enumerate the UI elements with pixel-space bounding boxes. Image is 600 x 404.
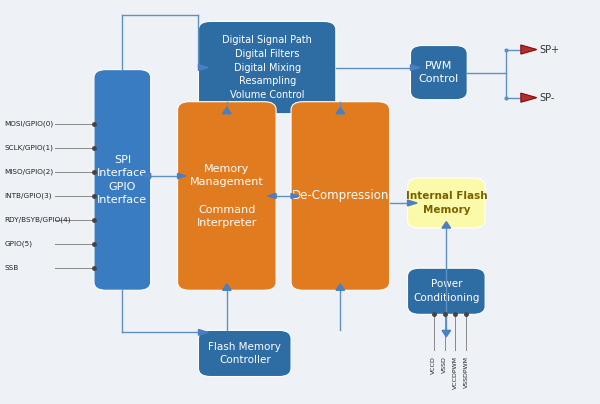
Text: Flash Memory
Controller: Flash Memory Controller xyxy=(208,342,281,365)
Polygon shape xyxy=(199,65,208,70)
Text: Digital Signal Path
Digital Filters
Digital Mixing
Resampling
Volume Control: Digital Signal Path Digital Filters Digi… xyxy=(222,36,312,100)
Polygon shape xyxy=(223,284,231,290)
Polygon shape xyxy=(521,93,536,102)
FancyBboxPatch shape xyxy=(178,102,276,290)
Text: Power
Conditioning: Power Conditioning xyxy=(413,280,479,303)
Polygon shape xyxy=(223,107,231,114)
Text: Memory
Management

Command
Interpreter: Memory Management Command Interpreter xyxy=(190,164,264,228)
Text: SP+: SP+ xyxy=(539,44,559,55)
FancyBboxPatch shape xyxy=(199,21,336,114)
Text: RDY/BSYB/GPIO(4): RDY/BSYB/GPIO(4) xyxy=(4,217,71,223)
Polygon shape xyxy=(199,330,208,335)
Polygon shape xyxy=(142,173,151,179)
Text: MOSI/GPIO(0): MOSI/GPIO(0) xyxy=(4,120,53,127)
Text: VSSD: VSSD xyxy=(442,356,447,373)
Text: SSB: SSB xyxy=(4,265,19,271)
FancyBboxPatch shape xyxy=(291,102,389,290)
FancyBboxPatch shape xyxy=(407,178,485,228)
Polygon shape xyxy=(442,330,451,337)
Text: VCCD: VCCD xyxy=(431,356,436,375)
Text: VSSDPWM: VSSDPWM xyxy=(464,356,469,389)
Polygon shape xyxy=(178,173,186,179)
FancyBboxPatch shape xyxy=(410,46,467,100)
Text: INTB/GPIO(3): INTB/GPIO(3) xyxy=(4,193,52,199)
Text: SPI
Interface
GPIO
Interface: SPI Interface GPIO Interface xyxy=(97,155,148,205)
Polygon shape xyxy=(291,194,299,198)
Text: SP-: SP- xyxy=(539,93,554,103)
FancyBboxPatch shape xyxy=(94,69,151,290)
Text: GPIO(5): GPIO(5) xyxy=(4,241,32,247)
Polygon shape xyxy=(521,45,536,54)
Text: VCCDPWM: VCCDPWM xyxy=(453,356,458,389)
Polygon shape xyxy=(407,200,417,206)
Text: SCLK/GPIO(1): SCLK/GPIO(1) xyxy=(4,145,53,151)
Text: De-Compression: De-Compression xyxy=(292,189,389,202)
FancyBboxPatch shape xyxy=(199,330,291,377)
Text: PWM
Control: PWM Control xyxy=(419,61,459,84)
Text: MISO/GPIO(2): MISO/GPIO(2) xyxy=(4,168,53,175)
Polygon shape xyxy=(410,65,420,70)
Polygon shape xyxy=(336,107,344,114)
Polygon shape xyxy=(442,222,451,228)
Text: Internal Flash
Memory: Internal Flash Memory xyxy=(406,191,487,215)
FancyBboxPatch shape xyxy=(407,268,485,314)
Polygon shape xyxy=(268,194,276,198)
Polygon shape xyxy=(336,284,344,290)
